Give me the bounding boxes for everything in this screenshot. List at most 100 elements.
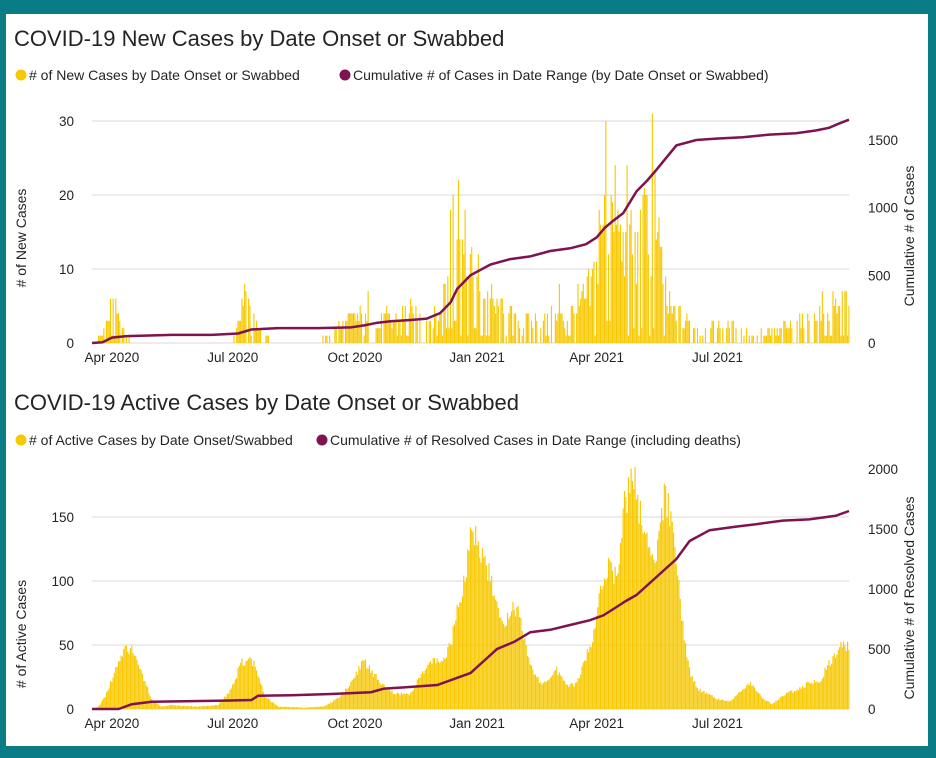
bar — [578, 678, 580, 709]
bar — [103, 328, 105, 343]
bar — [289, 706, 291, 709]
bar — [386, 306, 388, 343]
bar — [779, 328, 781, 343]
bar — [388, 313, 390, 343]
x-tick-label: Apr 2021 — [569, 350, 624, 365]
bar — [120, 655, 122, 709]
bar — [464, 209, 466, 343]
bar — [362, 660, 364, 709]
bar — [789, 320, 792, 343]
bar — [613, 583, 615, 709]
bar — [411, 691, 413, 709]
bar — [467, 549, 469, 709]
bar — [117, 313, 120, 343]
bar — [387, 690, 389, 709]
bar — [366, 320, 368, 343]
bar — [848, 650, 850, 709]
bar — [399, 320, 401, 343]
bar — [318, 706, 320, 709]
bar — [444, 283, 446, 343]
bar — [234, 679, 236, 709]
bar — [406, 693, 408, 709]
bar — [795, 691, 797, 709]
bar — [678, 306, 680, 343]
bar — [787, 692, 789, 709]
bar — [101, 699, 104, 709]
bar — [813, 680, 815, 709]
legend-label-line[interactable]: Cumulative # of Cases in Date Range (by … — [353, 67, 769, 83]
legend-label-bars[interactable]: # of Active Cases by Date Onset/Swabbed — [29, 432, 293, 448]
bar — [505, 335, 507, 343]
bar — [679, 598, 681, 709]
bar — [335, 698, 337, 709]
bar — [662, 520, 664, 709]
legend-marker-line — [316, 434, 328, 446]
bar — [495, 313, 497, 343]
bar — [760, 328, 762, 343]
bar — [526, 655, 529, 709]
bar — [565, 684, 567, 709]
bar — [659, 522, 661, 709]
bar — [452, 195, 454, 343]
bar — [184, 705, 186, 709]
bar — [181, 705, 183, 709]
bar — [831, 335, 833, 343]
bar — [592, 642, 594, 709]
y2-tick-label: 0 — [868, 702, 876, 717]
bar — [673, 532, 675, 709]
cumulative-line[interactable] — [91, 118, 850, 345]
bar — [736, 694, 738, 709]
bar — [321, 706, 323, 709]
bar — [754, 687, 756, 709]
bar — [341, 693, 343, 709]
bar — [497, 306, 499, 343]
bar — [182, 705, 185, 709]
bar — [663, 483, 665, 709]
bar — [501, 621, 503, 709]
bar — [625, 232, 627, 343]
bar — [813, 313, 815, 343]
bar — [580, 298, 582, 343]
bar — [198, 706, 201, 709]
bar — [820, 320, 822, 343]
legend-label-line[interactable]: Cumulative # of Resolved Cases in Date R… — [330, 432, 741, 448]
bar — [792, 692, 794, 709]
bar — [544, 313, 546, 343]
bar — [663, 335, 665, 343]
bar — [601, 589, 603, 709]
cumulative-line[interactable] — [92, 509, 850, 711]
bar — [633, 328, 635, 343]
y2-tick-label: 1500 — [868, 522, 898, 537]
bar — [123, 648, 125, 709]
bar — [602, 224, 604, 343]
bar — [801, 313, 803, 343]
bar — [367, 291, 369, 343]
bar — [827, 665, 829, 709]
bar — [348, 685, 351, 709]
bar — [411, 306, 413, 343]
bar — [491, 283, 493, 343]
bar — [233, 683, 235, 709]
bar — [622, 232, 624, 343]
bar — [821, 678, 823, 709]
bar — [769, 703, 772, 709]
bar — [614, 165, 616, 343]
bar — [627, 477, 630, 709]
y-axis: 0 10 20 30 — [59, 114, 74, 351]
bar — [556, 666, 558, 709]
bar — [601, 232, 603, 343]
bar — [364, 313, 367, 343]
bar — [398, 320, 400, 343]
bar — [776, 700, 778, 709]
bar — [738, 692, 740, 709]
bar — [815, 682, 817, 709]
bar — [650, 276, 652, 343]
bar — [669, 291, 671, 343]
active-cases-chart: COVID-19 Active Cases by Date Onset or S… — [13, 390, 917, 731]
bar — [658, 217, 660, 343]
bar — [129, 648, 131, 709]
legend-label-bars[interactable]: # of New Cases by Date Onset or Swabbed — [29, 67, 300, 83]
bar — [463, 575, 465, 709]
bar — [623, 276, 626, 343]
bar — [825, 335, 827, 343]
